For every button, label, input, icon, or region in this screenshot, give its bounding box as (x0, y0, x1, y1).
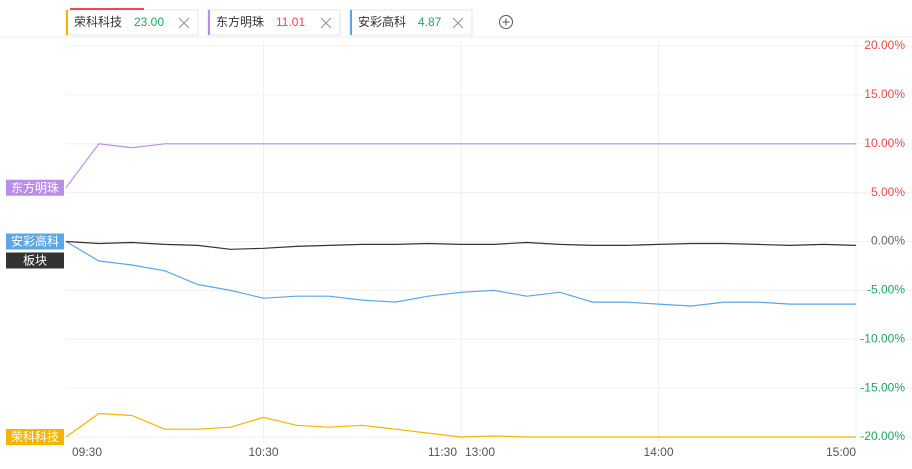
tab-price: 23.00 (134, 15, 164, 29)
series-tab[interactable]: 东方明珠 11.01 (207, 9, 341, 36)
tab-box (65, 9, 199, 36)
tab-box (207, 9, 341, 36)
x-tick-label: 13:00 (465, 445, 495, 459)
x-tick-label: 15:00 (826, 445, 856, 459)
tab-active (70, 8, 144, 10)
y-tick-label: 15.00% (864, 87, 905, 101)
y-tick-label: -20.00% (860, 429, 905, 443)
y-tick-label: 0.00% (871, 234, 905, 248)
series-line (65, 143, 856, 189)
series-tag (6, 179, 64, 196)
series-tag-label: 东方明珠 (11, 180, 59, 195)
tab-close[interactable] (320, 17, 332, 29)
tab-accent (66, 10, 68, 35)
add-button[interactable] (499, 15, 513, 29)
series-tag-label: 安彩高科 (11, 234, 59, 249)
series-tag (6, 252, 64, 269)
x-tick-label: 09:30 (72, 445, 102, 459)
y-tick-label: 10.00% (864, 136, 905, 150)
series-tag (6, 429, 64, 445)
y-tick-label: 20.00% (864, 38, 905, 52)
x-tick-label: 11:30 (428, 445, 457, 459)
tab-name: 安彩高科 (358, 14, 406, 29)
tab-accent (208, 10, 210, 35)
tab-accent (350, 10, 352, 35)
x-tick-label: 14:00 (643, 445, 673, 459)
tab-box (349, 9, 473, 36)
series-tab[interactable]: 安彩高科 4.87 (349, 9, 473, 36)
series-tab[interactable]: 荣科科技 23.00 (65, 8, 199, 36)
y-tick-label: 5.00% (871, 185, 905, 199)
series-line (65, 412, 856, 438)
add-icon (499, 15, 513, 29)
x-tick-label: 10:30 (248, 445, 278, 459)
series-tag (6, 233, 64, 250)
y-tick-label: -5.00% (867, 283, 905, 297)
series-tag-label: 荣科科技 (11, 430, 59, 444)
tab-price: 11.01 (276, 15, 305, 29)
tab-close[interactable] (178, 17, 190, 29)
y-tick-label: -15.00% (860, 380, 905, 394)
series-tag-label: 板块 (23, 254, 47, 268)
tab-name: 荣科科技 (74, 15, 122, 29)
series-line (65, 240, 857, 250)
y-tick-label: -10.00% (860, 331, 905, 345)
tab-price: 4.87 (418, 15, 442, 29)
series-line (65, 240, 856, 307)
tab-close[interactable] (452, 17, 464, 29)
tab-name: 东方明珠 (216, 14, 264, 29)
